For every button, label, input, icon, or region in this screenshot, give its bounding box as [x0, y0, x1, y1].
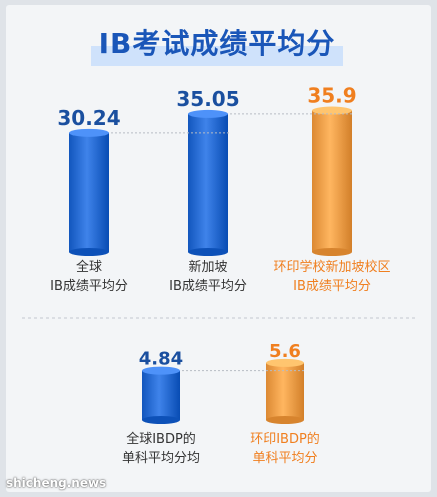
bar-base-0-1: [188, 248, 228, 256]
bar-0-2: [312, 110, 352, 252]
value-label-0-1: 35.05: [176, 87, 239, 111]
bar-cap-1-0: [142, 366, 180, 375]
category-label-0-1: 新加坡 IB成绩平均分: [128, 258, 288, 296]
category-label-line: 全球IBDP的: [126, 432, 196, 447]
bar-1-1: [266, 362, 304, 420]
category-label-1-1: 环印IBDP的 单科平均分: [205, 430, 365, 468]
category-label-line: 环印IBDP的: [250, 432, 320, 447]
category-label-line: 新加坡: [188, 260, 228, 275]
category-label-line: 全球: [75, 260, 102, 275]
bar-base-0-2: [312, 248, 352, 256]
bar-0-0: [69, 132, 109, 252]
chart-title: IB考试成绩平均分: [98, 27, 336, 60]
category-label-line: 环印学校新加坡校区: [273, 260, 391, 275]
bar-base-1-0: [142, 416, 180, 424]
value-label-1-1: 5.6: [269, 341, 301, 362]
category-label-0-0: 全球 IB成绩平均分: [9, 258, 169, 296]
category-label-1-0: 全球IBDP的 单科平均分均: [81, 430, 241, 468]
bar-cap-1-1: [266, 358, 304, 367]
category-label-line: IB成绩平均分: [50, 279, 128, 294]
category-label-line: IB成绩平均分: [293, 279, 371, 294]
bar-base-0-0: [69, 248, 109, 256]
bar-1-0: [142, 370, 180, 420]
watermark: shicheng.news: [6, 476, 107, 490]
title-banner: IB考试成绩平均分: [91, 22, 343, 66]
bar-base-1-1: [266, 416, 304, 424]
value-label-0-0: 30.24: [57, 106, 120, 130]
bar-0-1: [188, 113, 228, 252]
category-label-line: 单科平均分均: [121, 451, 200, 466]
bar-cap-0-1: [188, 109, 228, 118]
bar-cap-0-2: [312, 106, 352, 115]
bar-cap-0-0: [69, 128, 109, 137]
category-label-0-2: 环印学校新加坡校区 IB成绩平均分: [252, 258, 412, 296]
title-highlight: [91, 46, 343, 66]
category-label-line: IB成绩平均分: [169, 279, 247, 294]
value-label-0-2: 35.9: [307, 84, 356, 108]
category-label-line: 单科平均分: [252, 451, 318, 466]
value-label-1-0: 4.84: [139, 349, 183, 370]
